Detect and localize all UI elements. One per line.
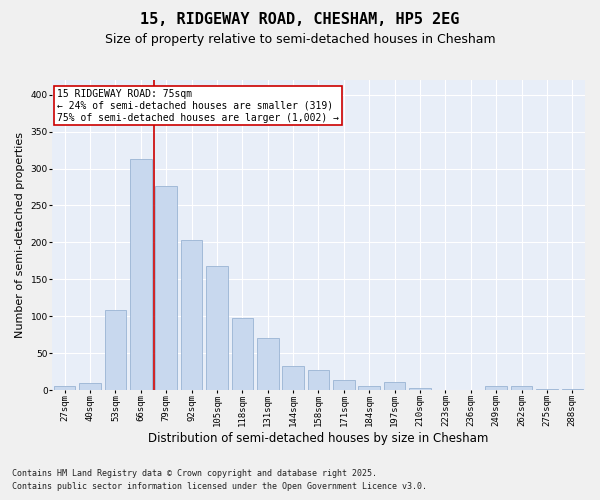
Bar [54, 386, 76, 390]
Y-axis label: Number of semi-detached properties: Number of semi-detached properties [15, 132, 25, 338]
Text: 15 RIDGEWAY ROAD: 75sqm
← 24% of semi-detached houses are smaller (319)
75% of s: 15 RIDGEWAY ROAD: 75sqm ← 24% of semi-de… [58, 90, 340, 122]
Bar [130, 159, 152, 390]
Text: Contains public sector information licensed under the Open Government Licence v3: Contains public sector information licen… [12, 482, 427, 491]
Bar [283, 366, 304, 390]
X-axis label: Distribution of semi-detached houses by size in Chesham: Distribution of semi-detached houses by … [148, 432, 488, 445]
Bar [409, 388, 431, 390]
Text: 15, RIDGEWAY ROAD, CHESHAM, HP5 2EG: 15, RIDGEWAY ROAD, CHESHAM, HP5 2EG [140, 12, 460, 28]
Bar [155, 186, 177, 390]
Bar [308, 370, 329, 390]
Bar [232, 318, 253, 390]
Bar [206, 266, 228, 390]
Bar [79, 382, 101, 390]
Text: Size of property relative to semi-detached houses in Chesham: Size of property relative to semi-detach… [104, 32, 496, 46]
Bar [511, 386, 532, 390]
Bar [485, 386, 507, 390]
Bar [181, 240, 202, 390]
Bar [257, 338, 278, 390]
Bar [384, 382, 406, 390]
Bar [333, 380, 355, 390]
Text: Contains HM Land Registry data © Crown copyright and database right 2025.: Contains HM Land Registry data © Crown c… [12, 468, 377, 477]
Bar [104, 310, 126, 390]
Bar [358, 386, 380, 390]
